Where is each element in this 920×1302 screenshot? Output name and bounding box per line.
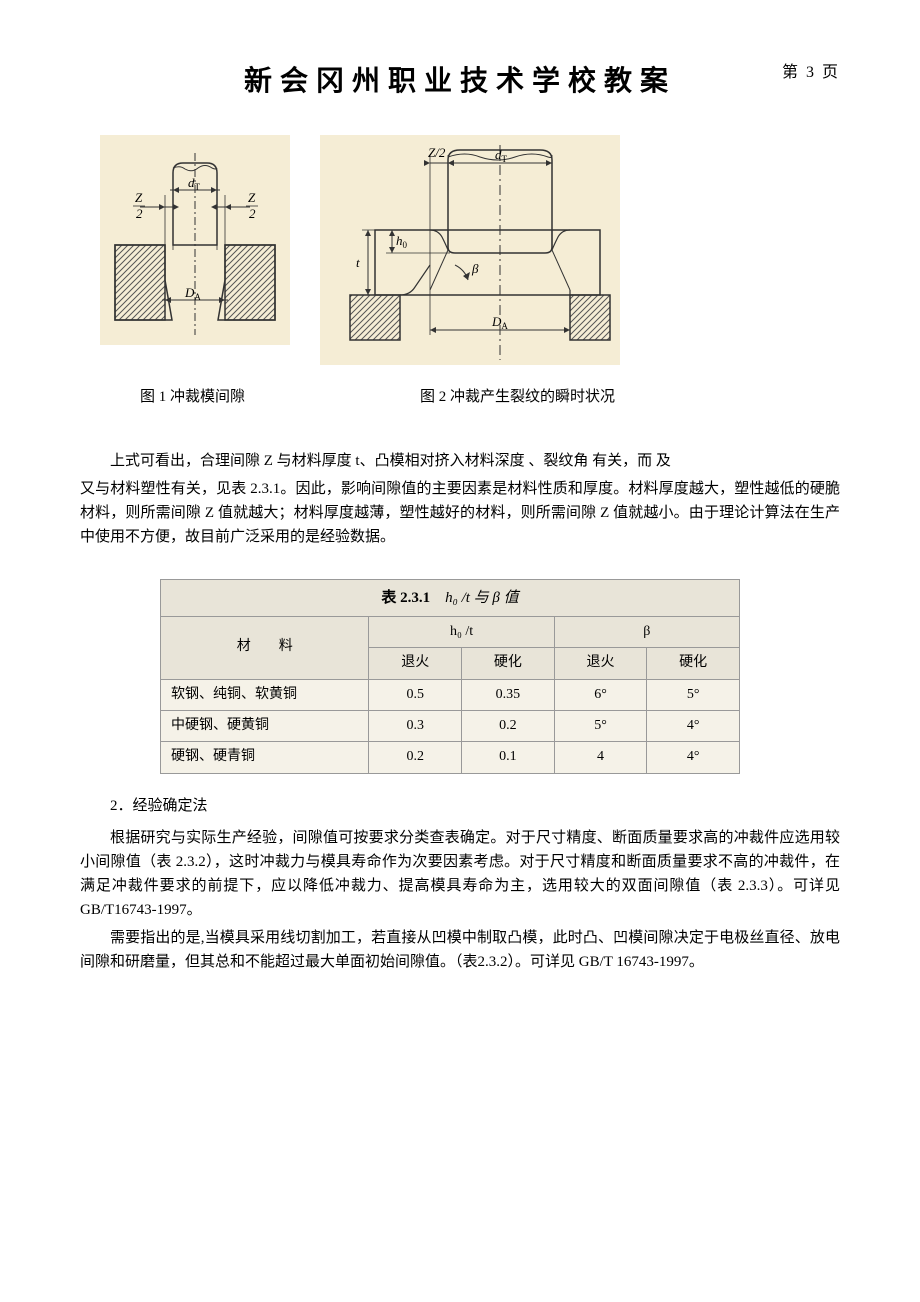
cell-material: 硬钢、硬青铜 (161, 742, 369, 773)
table-231: 表 2.3.1 h₀ /t 与 β 值 材 料 h₀ /t β 退火 硬化 退火… (160, 579, 740, 774)
fig1-label-Z2R: Z (248, 190, 256, 205)
cell-h0t-a: 0.3 (369, 710, 462, 741)
table-row: 软钢、纯铜、软黄铜 0.5 0.35 6° 5° (161, 679, 740, 710)
th-beta-anneal: 退火 (554, 648, 647, 679)
paragraph-1a: 上式可看出，合理间隙 Z 与材料厚度 t、凸模相对挤入材料深度 、裂纹角 有关，… (80, 449, 840, 473)
fig1-label-dT: dT (188, 175, 201, 192)
figure-2-caption: 图 2 冲裁产生裂纹的瞬时状况 (370, 385, 615, 409)
page-number: 第 3 页 (782, 60, 840, 86)
figure-2-wrap: β Z/2 dT t (320, 135, 620, 365)
cell-material: 中硬钢、硬黄铜 (161, 710, 369, 741)
fig2-label-beta: β (471, 261, 479, 276)
cell-b-h: 4° (647, 742, 740, 773)
th-material: 材 料 (161, 616, 369, 679)
th-h0t: h₀ /t (369, 616, 554, 647)
cell-h0t-h: 0.2 (462, 710, 555, 741)
figure-1: dT Z 2 Z 2 (100, 135, 290, 345)
paragraph-1b: 又与材料塑性有关，见表 2.3.1。因此，影响间隙值的主要因素是材料性质和厚度。… (80, 477, 840, 549)
cell-h0t-h: 0.35 (462, 679, 555, 710)
figure-1-wrap: dT Z 2 Z 2 (100, 135, 290, 365)
section-2-title: 2．经验确定法 (80, 794, 840, 818)
data-table: 材 料 h₀ /t β 退火 硬化 退火 硬化 软钢、纯铜、软黄铜 0.5 0.… (160, 616, 740, 774)
table-row: 中硬钢、硬黄铜 0.3 0.2 5° 4° (161, 710, 740, 741)
fig2-label-t: t (356, 255, 360, 270)
th-beta-harden: 硬化 (647, 648, 740, 679)
table-row: 硬钢、硬青铜 0.2 0.1 4 4° (161, 742, 740, 773)
figure-2: β Z/2 dT t (320, 135, 620, 365)
figure-1-caption: 图 1 冲裁模间隙 (140, 385, 370, 409)
fig1-label-Z2L-d: 2 (136, 206, 143, 221)
table-title-formula: h₀ /t 与 β 值 (445, 590, 519, 606)
cell-h0t-a: 0.5 (369, 679, 462, 710)
table-title-prefix: 表 2.3.1 (381, 590, 430, 606)
cell-h0t-a: 0.2 (369, 742, 462, 773)
page-title: 新会冈州职业技术学校教案 (244, 60, 676, 105)
page-header: 新会冈州职业技术学校教案 第 3 页 (80, 60, 840, 105)
cell-b-h: 4° (647, 710, 740, 741)
th-beta: β (554, 616, 739, 647)
figures-row: dT Z 2 Z 2 (80, 135, 840, 365)
paragraph-3: 需要指出的是,当模具采用线切割加工，若直接从凹模中制取凸模，此时凸、凹模间隙决定… (80, 926, 840, 974)
cell-h0t-h: 0.1 (462, 742, 555, 773)
figure-captions: 图 1 冲裁模间隙 图 2 冲裁产生裂纹的瞬时状况 (80, 385, 840, 409)
cell-b-a: 5° (554, 710, 647, 741)
fig2-label-Z2: Z/2 (428, 145, 446, 160)
table-header-row-1: 材 料 h₀ /t β (161, 616, 740, 647)
fig1-label-Z2R-d: 2 (249, 206, 256, 221)
fig1-label-DA: DA (184, 285, 201, 302)
fig2-label-h0: h0 (396, 233, 408, 250)
table-title: 表 2.3.1 h₀ /t 与 β 值 (160, 579, 740, 616)
th-h0t-anneal: 退火 (369, 648, 462, 679)
paragraph-2: 根据研究与实际生产经验，间隙值可按要求分类查表确定。对于尺寸精度、断面质量要求高… (80, 826, 840, 922)
cell-b-h: 5° (647, 679, 740, 710)
fig1-label-Z2L: Z (135, 190, 143, 205)
cell-b-a: 6° (554, 679, 647, 710)
fig2-label-DA: DA (491, 314, 508, 331)
cell-b-a: 4 (554, 742, 647, 773)
cell-material: 软钢、纯铜、软黄铜 (161, 679, 369, 710)
th-h0t-harden: 硬化 (462, 648, 555, 679)
